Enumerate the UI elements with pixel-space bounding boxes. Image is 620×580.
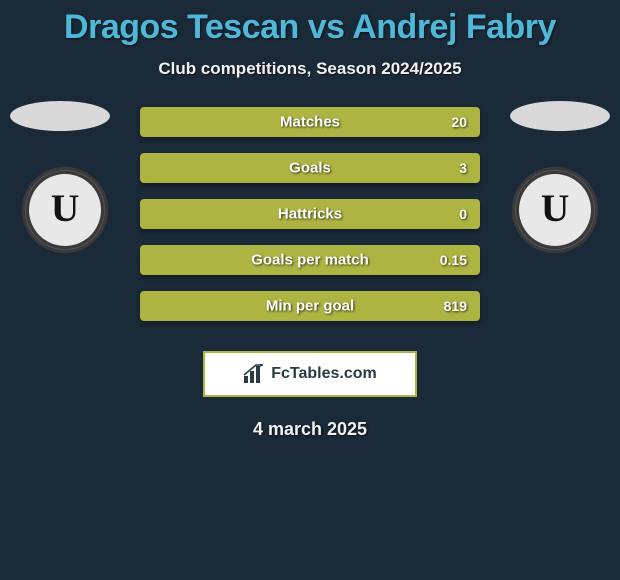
club-badge-icon: U bbox=[510, 165, 600, 255]
stat-label: Goals per match bbox=[251, 252, 369, 269]
stat-bar-goals: Goals 3 bbox=[140, 153, 480, 183]
bar-chart-icon bbox=[243, 364, 265, 384]
stat-label: Hattricks bbox=[278, 206, 342, 223]
club-badge-left: U bbox=[20, 165, 110, 255]
stat-label: Matches bbox=[280, 114, 340, 131]
club-badge-right: U bbox=[510, 165, 600, 255]
stat-bars: Matches 20 Goals 3 Hattricks 0 Goals per… bbox=[140, 107, 480, 321]
stat-value: 0 bbox=[459, 206, 467, 222]
stat-bar-mpg: Min per goal 819 bbox=[140, 291, 480, 321]
comparison-area: U U Matches 20 Goals 3 Hattricks bbox=[0, 107, 620, 440]
stat-value: 20 bbox=[451, 114, 467, 130]
date-label: 4 march 2025 bbox=[0, 419, 620, 440]
svg-text:U: U bbox=[51, 186, 80, 230]
player-right-oval bbox=[510, 101, 610, 131]
svg-text:U: U bbox=[541, 186, 570, 230]
branding-box: FcTables.com bbox=[203, 351, 417, 397]
page-title: Dragos Tescan vs Andrej Fabry bbox=[0, 0, 620, 47]
player-left-oval bbox=[10, 101, 110, 131]
stat-bar-gpm: Goals per match 0.15 bbox=[140, 245, 480, 275]
stat-label: Min per goal bbox=[266, 298, 354, 315]
stat-bar-hattricks: Hattricks 0 bbox=[140, 199, 480, 229]
branding-text: FcTables.com bbox=[271, 365, 377, 383]
club-badge-icon: U bbox=[20, 165, 110, 255]
stat-value: 3 bbox=[459, 160, 467, 176]
stat-value: 819 bbox=[444, 298, 467, 314]
subtitle: Club competitions, Season 2024/2025 bbox=[0, 59, 620, 79]
stat-bar-matches: Matches 20 bbox=[140, 107, 480, 137]
stat-value: 0.15 bbox=[440, 252, 467, 268]
stat-label: Goals bbox=[289, 160, 331, 177]
